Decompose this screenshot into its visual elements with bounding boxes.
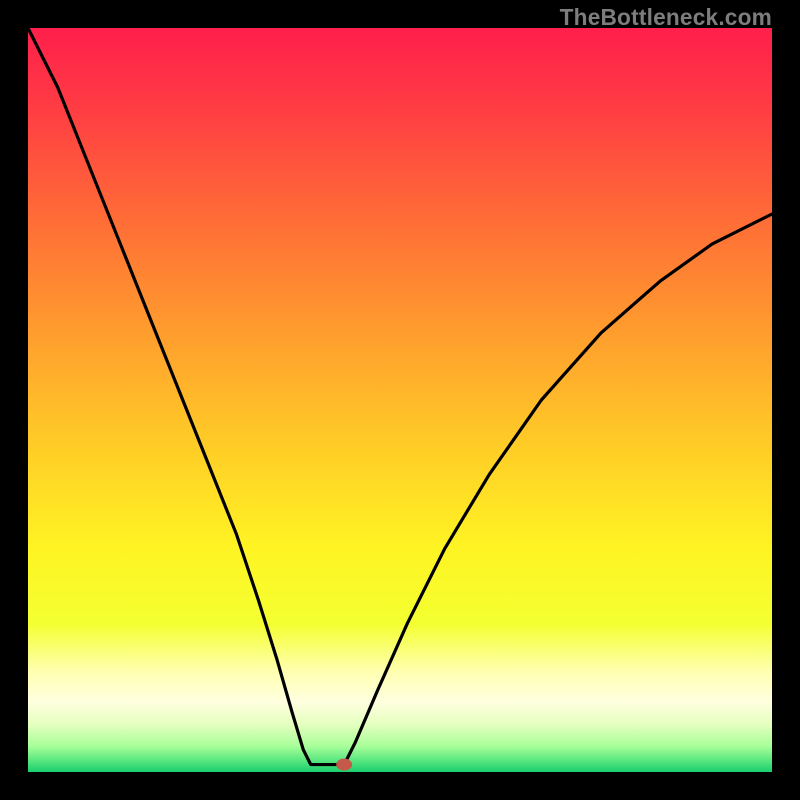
bottleneck-curve <box>28 28 772 772</box>
curve-path <box>28 28 772 765</box>
plot-area <box>28 28 772 772</box>
optimum-marker <box>336 759 352 771</box>
watermark: TheBottleneck.com <box>560 4 772 31</box>
outer-frame: TheBottleneck.com <box>0 0 800 800</box>
